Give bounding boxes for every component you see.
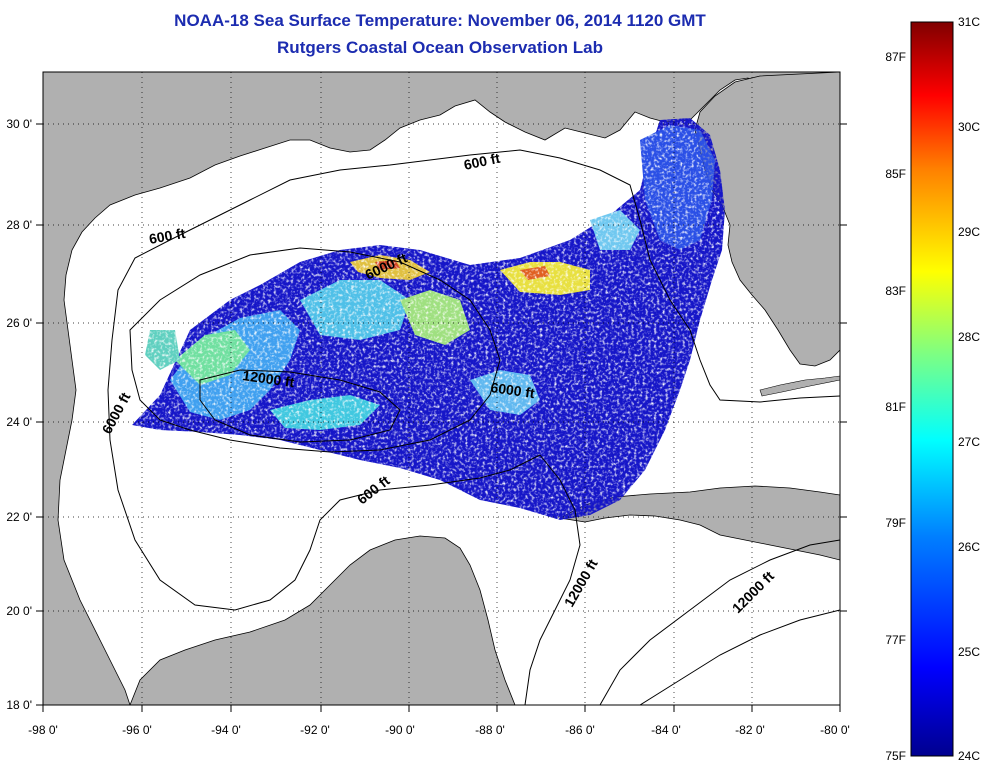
colorbar-f-label: 83F [885, 284, 906, 298]
colorbar-c-label: 28C [958, 330, 980, 344]
land-keys [759, 375, 840, 397]
map-title: NOAA-18 Sea Surface Temperature: Novembe… [174, 11, 706, 30]
map-frame [42, 71, 841, 706]
colorbar-f-label: 85F [885, 167, 906, 181]
lon-tick-label: -86 0' [565, 723, 595, 737]
lon-tick-labels: -98 0' -96 0' -94 0' -92 0' -90 0' -88 0… [28, 723, 850, 737]
colorbar [910, 21, 954, 757]
lat-tick-label: 18 0' [6, 698, 32, 712]
colorbar-c-label: 31C [958, 15, 980, 29]
lat-tick-label: 22 0' [6, 510, 32, 524]
lon-tick-label: -92 0' [300, 723, 330, 737]
colorbar-c-label: 24C [958, 749, 980, 763]
colorbar-f-label: 81F [885, 400, 906, 414]
colorbar-c-label: 29C [958, 225, 980, 239]
lon-tick-label: -90 0' [385, 723, 415, 737]
lat-tick-label: 28 0' [6, 218, 32, 232]
colorbar-fahrenheit-labels: 87F 85F 83F 81F 79F 77F 75F [885, 50, 906, 763]
land-yucatan [129, 535, 516, 705]
lat-tick-label: 30 0' [6, 117, 32, 131]
lon-tick-label: -82 0' [735, 723, 765, 737]
contour-label: 12000 ft [242, 367, 296, 390]
colorbar-c-label: 26C [958, 540, 980, 554]
colorbar-c-label: 27C [958, 435, 980, 449]
graticule [43, 72, 840, 705]
contour-label: 600 ft [462, 150, 501, 173]
lon-tick-label: -94 0' [211, 723, 241, 737]
colorbar-c-label: 25C [958, 645, 980, 659]
lat-tick-label: 24 0' [6, 415, 32, 429]
lat-tick-label: 20 0' [6, 604, 32, 618]
lon-tick-label: -88 0' [475, 723, 505, 737]
lon-tick-label: -84 0' [651, 723, 681, 737]
lat-tick-label: 26 0' [6, 316, 32, 330]
colorbar-celsius-labels: 31C 30C 29C 28C 27C 26C 25C 24C [958, 15, 980, 763]
colorbar-f-label: 79F [885, 516, 906, 530]
colorbar-c-label: 30C [958, 120, 980, 134]
map-subtitle: Rutgers Coastal Ocean Observation Lab [277, 38, 603, 57]
colorbar-f-label: 75F [885, 749, 906, 763]
contour-label: 6000 ft [490, 379, 536, 401]
land-north-us [43, 72, 840, 705]
bathymetry-contours [107, 149, 840, 705]
land-florida [694, 72, 840, 367]
lon-tick-label: -98 0' [28, 723, 58, 737]
axis-ticks [36, 123, 847, 712]
land-cuba [558, 485, 840, 561]
contour-label: 600 ft [148, 225, 187, 247]
colorbar-f-label: 87F [885, 50, 906, 64]
lat-tick-labels: 18 0' 20 0' 22 0' 24 0' 26 0' 28 0' 30 0… [6, 117, 32, 712]
lon-tick-label: -80 0' [820, 723, 850, 737]
lon-tick-label: -96 0' [122, 723, 152, 737]
colorbar-f-label: 77F [885, 633, 906, 647]
sst-swath [132, 118, 725, 520]
